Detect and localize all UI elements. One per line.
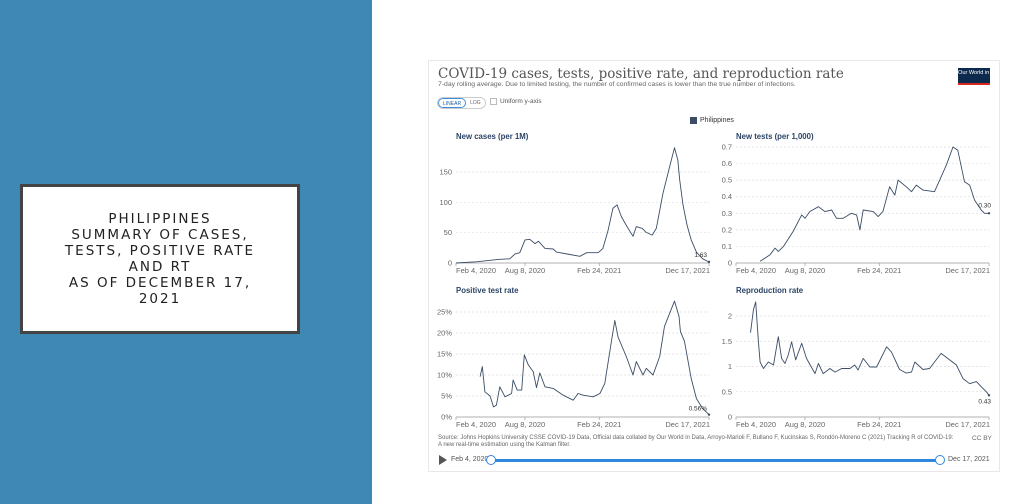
y-tick-label: 0.3 xyxy=(722,209,732,218)
y-tick-label: 2 xyxy=(728,312,732,321)
series-end-point xyxy=(707,413,711,416)
y-tick-label: 100 xyxy=(439,198,452,207)
timeline-end-handle[interactable] xyxy=(935,455,945,465)
legend-label: Philippines xyxy=(700,117,734,124)
chart-subtitle: 7-day rolling average. Due to limited te… xyxy=(438,81,796,88)
x-tick-label: Dec 17, 2021 xyxy=(945,266,990,275)
y-tick-label: 15% xyxy=(437,350,452,359)
x-tick-label: Dec 17, 2021 xyxy=(945,420,990,429)
x-tick-label: Aug 8, 2020 xyxy=(505,266,545,275)
slide-title-line: AS OF DECEMBER 17, xyxy=(68,275,252,291)
chart-card xyxy=(428,60,1000,472)
uniform-y-axis-label: Uniform y-axis xyxy=(500,98,542,105)
panel-title-reproduction-rate: Reproduction rate xyxy=(736,286,804,295)
chart-title: COVID-19 cases, tests, positive rate, an… xyxy=(438,66,844,82)
y-tick-label: 0.7 xyxy=(722,143,732,152)
y-tick-label: 0.6 xyxy=(722,159,732,168)
x-tick-label: Feb 24, 2021 xyxy=(577,420,621,429)
x-tick-label: Feb 24, 2021 xyxy=(857,266,901,275)
y-tick-label: 0.2 xyxy=(722,225,732,234)
linear-button[interactable]: LINEAR xyxy=(438,98,467,108)
timeline-end-label: Dec 17, 2021 xyxy=(948,456,990,463)
slide-title-line: TESTS, POSITIVE RATE xyxy=(64,243,256,259)
x-tick-label: Feb 4, 2020 xyxy=(456,266,496,275)
slide-title-line: 2021 xyxy=(138,291,182,307)
x-tick-label: Feb 4, 2020 xyxy=(736,420,776,429)
panel-title-new-cases: New cases (per 1M) xyxy=(456,132,529,141)
series-end-label: 1.63 xyxy=(694,252,707,259)
y-tick-label: 0.5 xyxy=(722,176,732,185)
slide-title-line: AND RT xyxy=(128,259,192,275)
y-tick-label: 5% xyxy=(441,392,452,401)
owid-logo[interactable]: Our World in Data xyxy=(958,68,1003,85)
timeline-start-handle[interactable] xyxy=(486,455,496,465)
series-end-label: 0.30 xyxy=(978,202,991,209)
y-tick-label: 150 xyxy=(439,168,452,177)
y-tick-label: 0.1 xyxy=(722,242,732,251)
y-tick-label: 1 xyxy=(728,362,732,371)
log-button[interactable]: LOG xyxy=(470,100,481,106)
series-end-label: 0.56% xyxy=(689,406,708,413)
uniform-y-axis-toggle[interactable]: Uniform y-axis xyxy=(490,98,542,105)
y-tick-label: 20% xyxy=(437,329,452,338)
slide-title-box: PHILIPPINES SUMMARY OF CASES, TESTS, POS… xyxy=(20,184,300,334)
series-end-point xyxy=(987,212,991,215)
y-tick-label: 0.4 xyxy=(722,192,732,201)
timeline-slider-track[interactable] xyxy=(492,459,940,462)
series-end-label: 0.43 xyxy=(978,398,991,405)
series-line-philippines xyxy=(455,147,710,264)
legend: Philippines xyxy=(690,117,734,124)
x-tick-label: Dec 17, 2021 xyxy=(665,420,710,429)
play-icon[interactable] xyxy=(439,455,447,465)
scale-toggle: LINEAR LOG xyxy=(437,97,486,109)
y-tick-label: 50 xyxy=(444,228,452,237)
series-line-philippines xyxy=(750,301,990,396)
license-link[interactable]: CC BY xyxy=(972,435,992,442)
y-tick-label: 0% xyxy=(441,413,452,422)
y-tick-label: 0 xyxy=(448,259,452,268)
y-tick-label: 0 xyxy=(728,413,732,422)
y-tick-label: 10% xyxy=(437,371,452,380)
series-end-point xyxy=(707,260,711,264)
y-tick-label: 25% xyxy=(437,308,452,317)
x-tick-label: Feb 24, 2021 xyxy=(577,266,621,275)
x-tick-label: Aug 8, 2020 xyxy=(785,420,825,429)
series-line-philippines xyxy=(479,300,710,415)
x-tick-label: Feb 4, 2020 xyxy=(736,266,776,275)
checkbox-icon[interactable] xyxy=(490,98,497,105)
slide-title-line: PHILIPPINES xyxy=(108,211,212,227)
y-tick-label: 0 xyxy=(728,259,732,268)
series-end-point xyxy=(987,394,991,397)
panel-title-new-tests: New tests (per 1,000) xyxy=(736,132,814,141)
slide-title-line: SUMMARY OF CASES, xyxy=(71,227,249,243)
slide-left-panel: PHILIPPINES SUMMARY OF CASES, TESTS, POS… xyxy=(0,0,372,504)
source-note: Source: Johns Hopkins University CSSE CO… xyxy=(438,435,954,448)
timeline-start-label: Feb 4, 2020 xyxy=(451,456,489,463)
x-tick-label: Dec 17, 2021 xyxy=(665,266,710,275)
legend-swatch xyxy=(690,117,697,124)
x-tick-label: Aug 8, 2020 xyxy=(785,266,825,275)
y-tick-label: 0.5 xyxy=(722,387,732,396)
panel-title-positive-rate: Positive test rate xyxy=(456,286,519,295)
series-line-philippines xyxy=(759,146,989,262)
x-tick-label: Aug 8, 2020 xyxy=(505,420,545,429)
y-tick-label: 1.5 xyxy=(722,337,732,346)
x-tick-label: Feb 24, 2021 xyxy=(857,420,901,429)
x-tick-label: Feb 4, 2020 xyxy=(456,420,496,429)
